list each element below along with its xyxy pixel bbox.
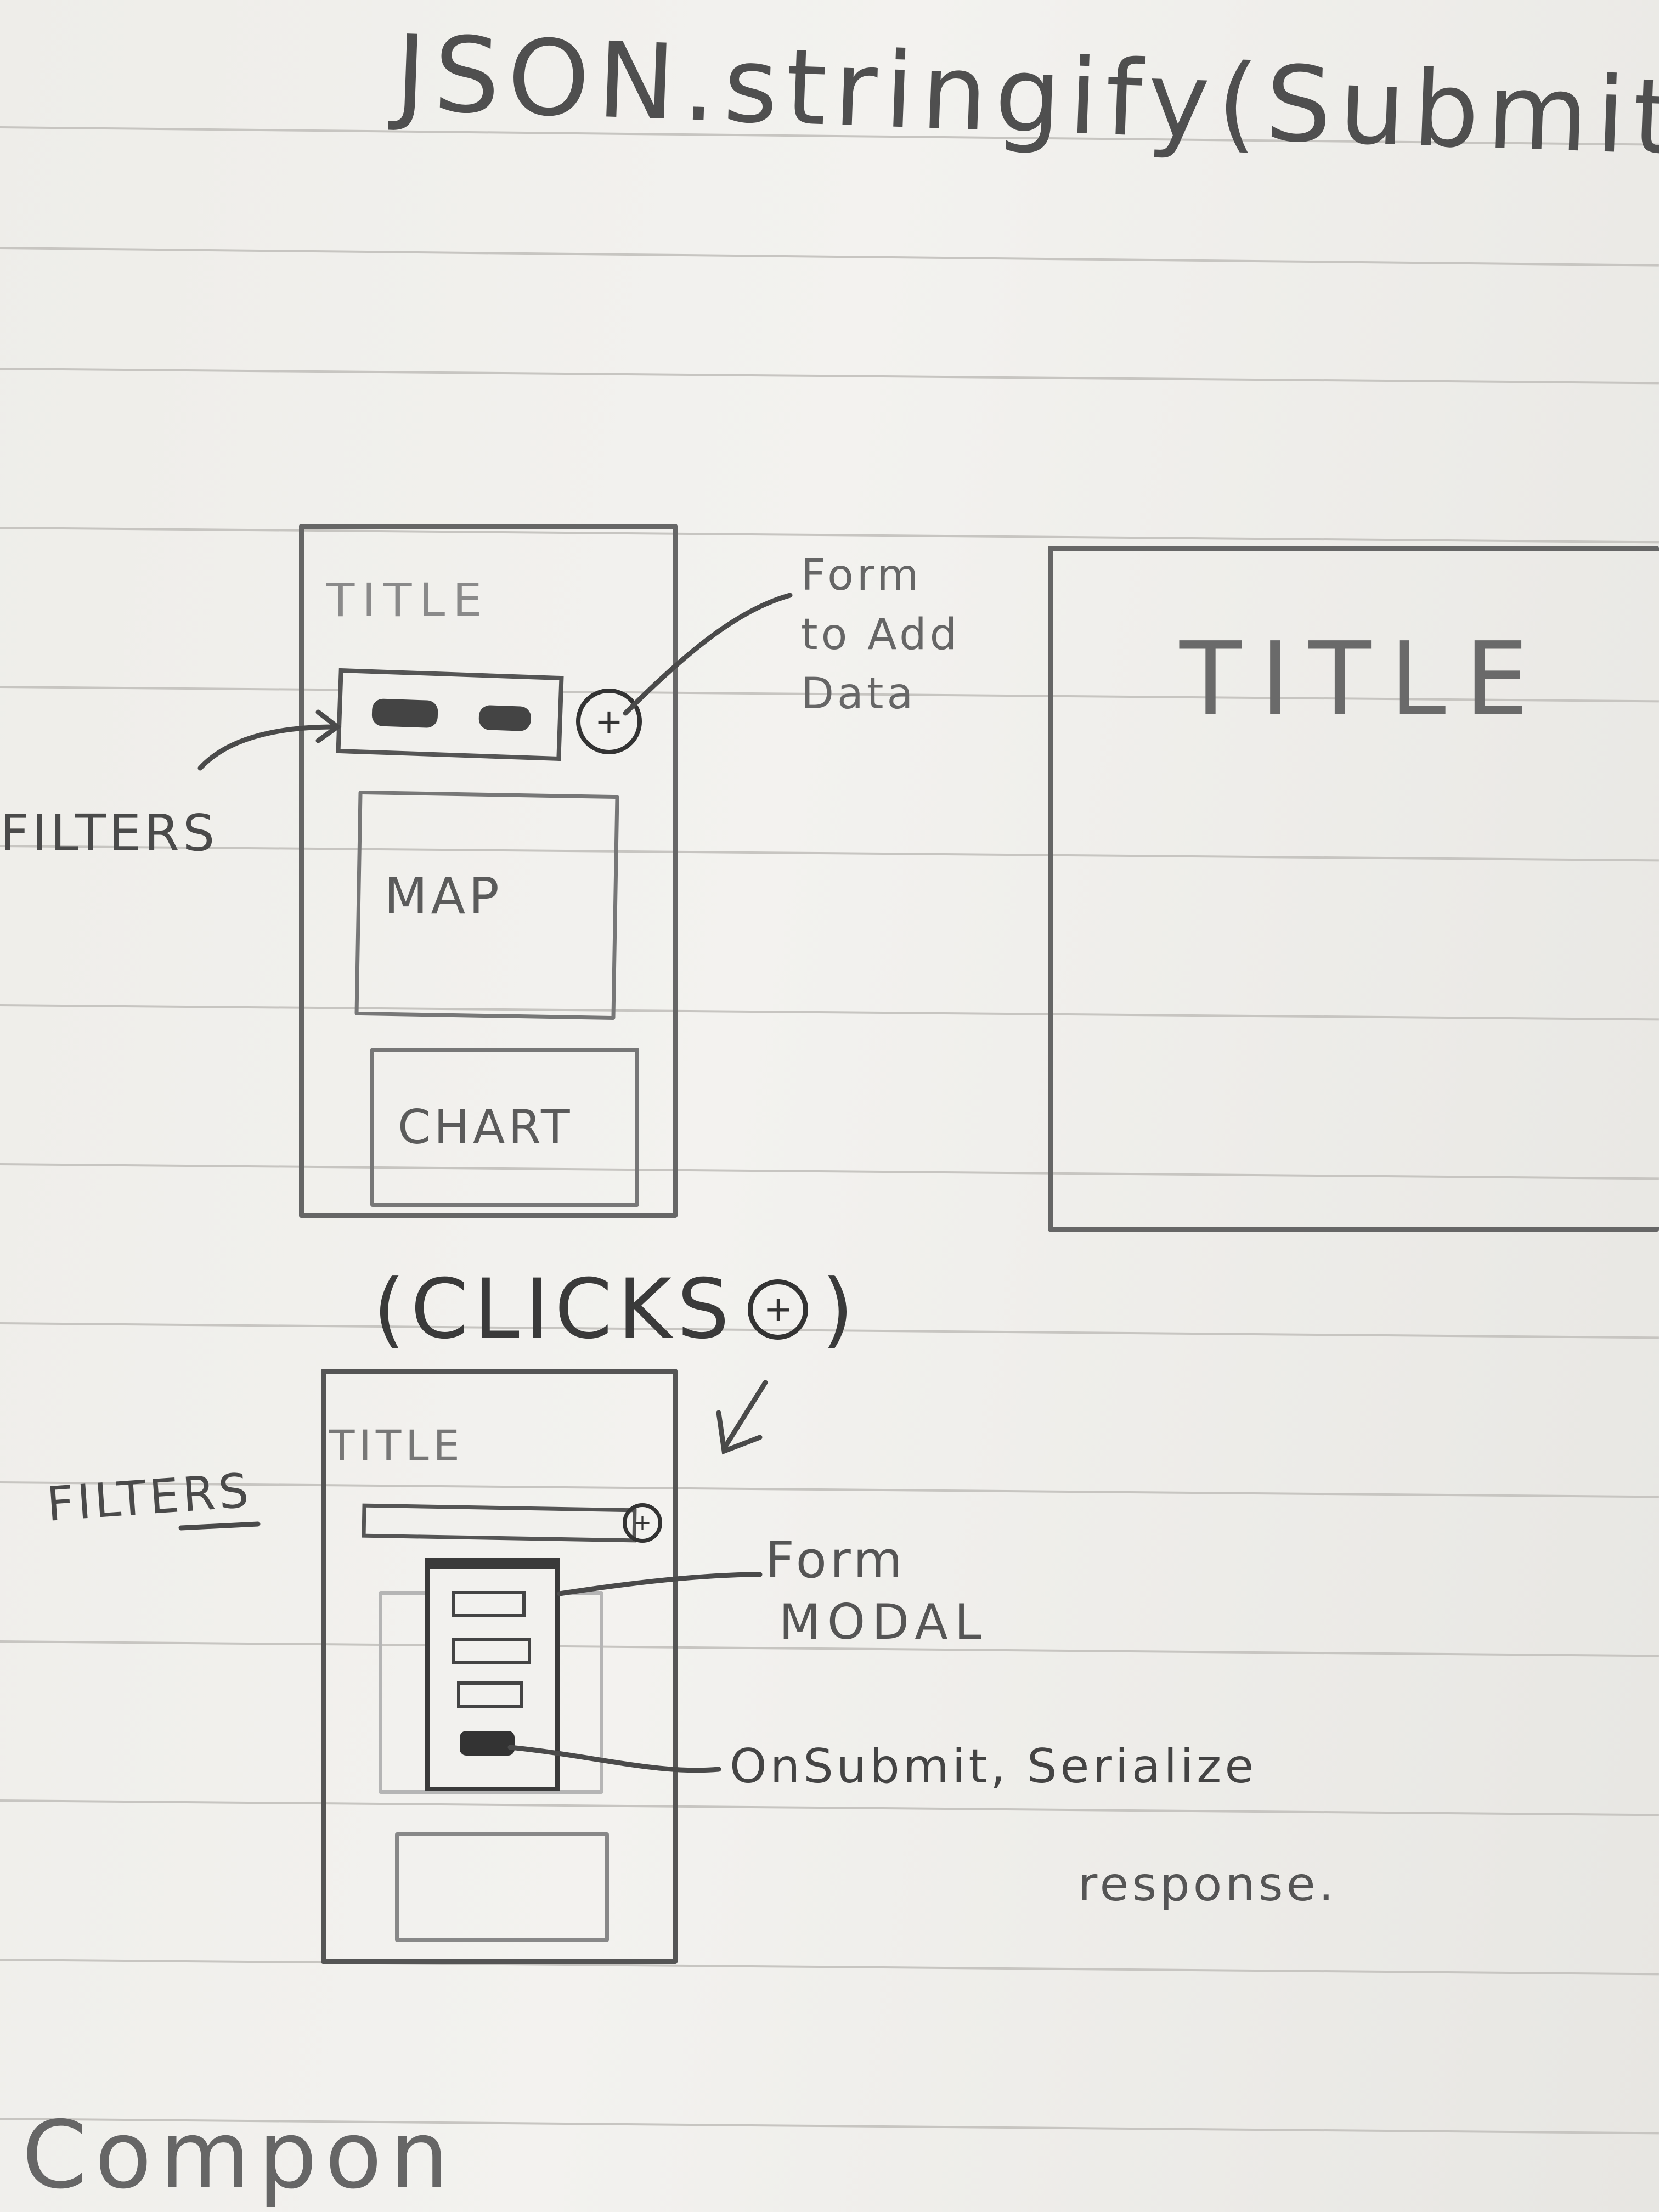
onsubmit-annotation-line1: OnSubmit, Serialize bbox=[730, 1739, 1257, 1794]
form-submit-button[interactable] bbox=[460, 1731, 515, 1756]
chart-label: CHART bbox=[398, 1100, 573, 1155]
modal-filters-annotation: FILTERS bbox=[44, 1463, 254, 1532]
form-annotation: Form to Add Data bbox=[801, 551, 961, 719]
filters-annotation: FILTERS bbox=[0, 804, 218, 862]
clicks-arrowhead bbox=[716, 1410, 763, 1455]
form-field[interactable] bbox=[452, 1638, 531, 1664]
form-field[interactable] bbox=[457, 1681, 523, 1708]
filter-dropdown-scribble[interactable] bbox=[371, 698, 438, 729]
onsubmit-annotation-line2: response. bbox=[1078, 1857, 1337, 1912]
clicks-label: (CLICKS bbox=[373, 1262, 735, 1357]
modal-filter-bar[interactable] bbox=[362, 1503, 637, 1543]
mockup-modal-title: TITLE bbox=[329, 1421, 464, 1470]
modal-filters-underline bbox=[178, 1521, 261, 1531]
chart-panel bbox=[370, 1048, 639, 1207]
ruled-line bbox=[0, 368, 1659, 385]
ruled-line bbox=[0, 1959, 1659, 1976]
header-code-text: JSON.stringify(Submitted bbox=[393, 12, 1659, 186]
ruled-line bbox=[0, 247, 1659, 267]
map-label: MAP bbox=[384, 867, 503, 926]
form-modal-annotation-line2: MODAL bbox=[779, 1594, 988, 1650]
mockup-default-frame bbox=[299, 524, 678, 1218]
form-modal bbox=[425, 1558, 560, 1791]
ruled-line bbox=[0, 527, 1659, 544]
filter-input-scribble[interactable] bbox=[478, 704, 532, 732]
ruled-line bbox=[0, 1799, 1659, 1816]
mockup-default-title: TITLE bbox=[326, 573, 490, 627]
clicks-arrow bbox=[721, 1380, 768, 1451]
modal-add-data-button[interactable]: + bbox=[623, 1503, 662, 1543]
clicks-caption: (CLICKS + ) bbox=[373, 1262, 857, 1357]
mockup-wide-frame bbox=[1048, 546, 1659, 1232]
form-field[interactable] bbox=[452, 1591, 526, 1617]
filter-bar[interactable] bbox=[336, 668, 564, 761]
background-chart-panel bbox=[395, 1832, 609, 1942]
footer-partial-text: Compon bbox=[22, 2101, 456, 2210]
mockup-wide-title: TITLE bbox=[1180, 620, 1548, 738]
clicks-close: ) bbox=[821, 1262, 857, 1357]
plus-circle-icon: + bbox=[748, 1279, 809, 1340]
mockup-modal-frame bbox=[321, 1369, 678, 1964]
form-modal-annotation-line1: Form bbox=[765, 1531, 906, 1589]
add-data-button[interactable]: + bbox=[576, 689, 642, 754]
